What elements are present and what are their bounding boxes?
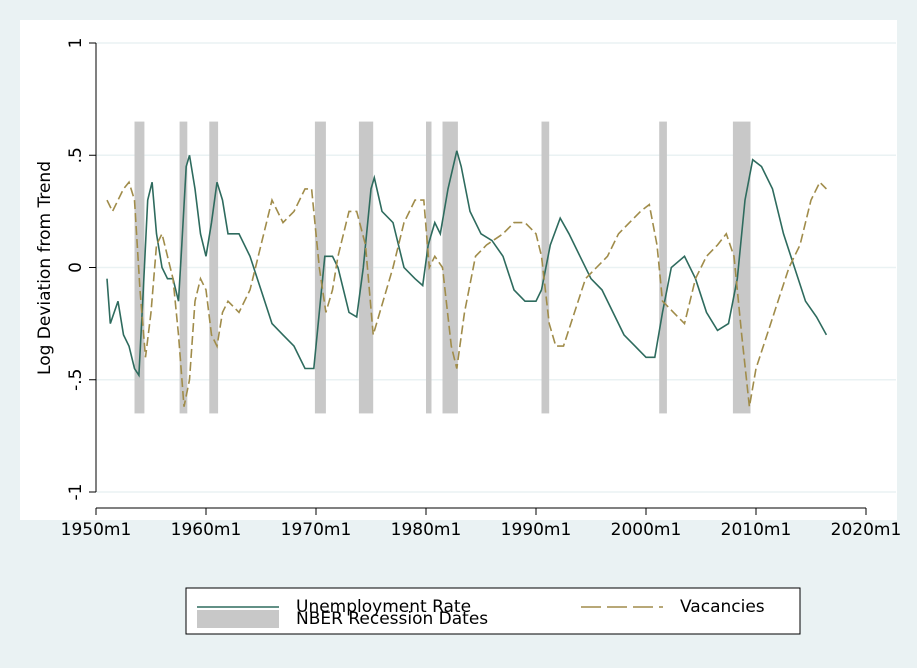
recession-band	[179, 121, 188, 414]
y-tick-label: -1	[66, 484, 86, 501]
x-tick-label: 2000m1	[611, 520, 682, 540]
recession-band	[209, 121, 219, 414]
recession-band	[732, 121, 751, 414]
legend-label: Unemployment Rate	[296, 597, 471, 617]
x-tick-label: 1980m1	[391, 520, 462, 540]
x-tick-label: 1950m1	[61, 520, 132, 540]
y-axis-title: Log Deviation from Trend	[35, 161, 55, 375]
x-tick-label: 1960m1	[171, 520, 242, 540]
x-tick-label: 2020m1	[831, 520, 902, 540]
y-tick-label: .5	[66, 147, 86, 163]
plot-region	[20, 20, 897, 520]
legend	[185, 587, 801, 635]
series-line	[106, 150, 828, 378]
recession-band	[314, 121, 326, 414]
recession-band	[659, 121, 667, 414]
legend-swatch	[197, 610, 279, 628]
legend-label: Vacancies	[680, 597, 765, 617]
y-tick-label: 0	[66, 262, 86, 273]
recession-band	[358, 121, 374, 414]
y-tick-label: 1	[66, 38, 86, 49]
y-tick-label: -.5	[66, 369, 86, 391]
recession-band	[442, 121, 458, 414]
legend-label: NBER Recession Dates	[296, 609, 488, 629]
x-tick-label: 1970m1	[281, 520, 352, 540]
series-line	[106, 180, 827, 407]
x-tick-label: 1990m1	[501, 520, 572, 540]
recession-band	[134, 121, 145, 414]
x-tick-label: 2010m1	[721, 520, 792, 540]
